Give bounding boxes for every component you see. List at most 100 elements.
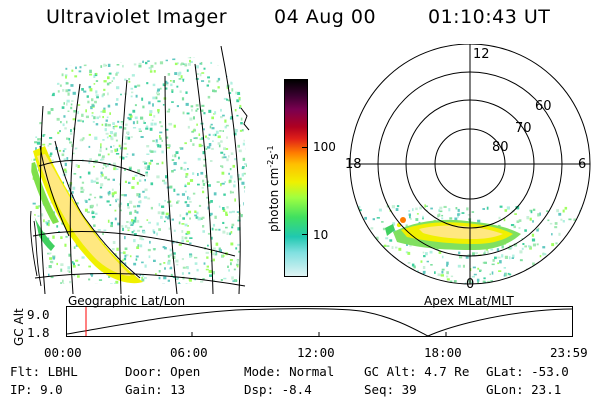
speckle-pixel [166,110,170,113]
speckle-pixel [193,128,196,131]
speckle-pixel [218,144,221,148]
speckle-pixel [105,119,108,122]
instrument-title: Ultraviolet Imager [46,6,228,28]
speckle-pixel [42,64,46,67]
speckle-pixel [222,207,225,210]
speckle-pixel [203,262,206,265]
unit-exp-s: -1 [266,145,275,154]
speckle-pixel [195,137,198,140]
speckle-pixel [226,136,228,139]
speckle-pixel [512,254,515,258]
speckle-pixel [93,224,96,227]
speckle-pixel [121,58,124,61]
speckle-pixel [133,262,137,266]
speckle-pixel [62,89,65,92]
speckle-pixel [503,267,506,269]
speckle-pixel [461,212,465,214]
speckle-pixel [107,219,110,223]
speckle-pixel [376,255,380,258]
speckle-pixel [134,85,137,88]
speckle-pixel [124,236,126,240]
speckle-pixel [144,188,148,192]
speckle-pixel [190,60,193,63]
speckle-pixel [114,209,117,212]
speckle-pixel [185,214,188,217]
speckle-pixel [244,263,247,267]
speckle-pixel [557,260,560,263]
speckle-pixel [111,80,114,82]
speckle-pixel [187,266,189,270]
speckle-pixel [191,130,195,133]
speckle-pixel [130,95,133,98]
speckle-pixel [357,215,360,218]
speckle-pixel [37,215,40,217]
speckle-pixel [61,106,65,109]
speckle-pixel [457,264,461,268]
speckle-pixel [123,142,127,145]
speckle-pixel [103,163,107,166]
speckle-pixel [173,124,176,128]
speckle-pixel [102,109,106,113]
speckle-pixel [562,282,566,284]
speckle-pixel [565,269,568,271]
speckle-pixel [449,280,453,283]
speckle-pixel [119,56,122,57]
speckle-pixel [362,281,365,284]
speckle-pixel [108,82,112,84]
speckle-pixel [88,278,91,281]
speckle-pixel [80,190,84,193]
speckle-pixel [26,190,28,192]
speckle-pixel [100,183,104,187]
speckle-pixel [408,213,411,216]
speckle-pixel [104,128,107,132]
speckle-pixel [78,48,80,50]
speckle-pixel [482,208,485,210]
speckle-pixel [228,269,230,272]
speckle-pixel [187,225,189,227]
speckle-pixel [90,179,94,183]
speckle-pixel [84,208,88,212]
speckle-pixel [136,181,139,185]
speckle-pixel [247,261,250,264]
speckle-pixel [386,245,390,247]
speckle-pixel [72,91,76,95]
speckle-pixel [363,256,366,259]
speckle-pixel [424,204,426,208]
speckle-pixel [94,161,97,164]
speckle-pixel [145,125,149,128]
speckle-pixel [103,59,107,62]
speckle-pixel [246,196,247,199]
speckle-pixel [229,190,232,194]
speckle-pixel [441,270,444,274]
speckle-pixel [176,193,180,196]
speckle-pixel [222,114,225,117]
speckle-pixel [105,165,108,168]
speckle-pixel [250,166,252,168]
speckle-pixel [172,154,174,157]
speckle-pixel [570,264,574,267]
speckle-pixel [138,195,141,198]
speckle-pixel [163,181,167,185]
speckle-pixel [469,268,472,272]
speckle-pixel [391,246,394,249]
speckle-pixel [89,73,93,76]
speckle-pixel [103,63,106,67]
speckle-pixel [244,99,247,102]
speckle-pixel [563,274,566,278]
speckle-pixel [250,110,252,112]
speckle-pixel [147,56,149,60]
speckle-pixel [69,62,72,66]
speckle-pixel [352,253,356,256]
speckle-pixel [103,107,106,110]
speckle-pixel [205,251,209,254]
speckle-pixel [545,280,549,283]
speckle-pixel [142,160,146,163]
speckle-pixel [167,259,171,263]
speckle-pixel [547,219,550,222]
speckle-pixel [231,223,235,226]
speckle-pixel [249,69,251,71]
speckle-pixel [526,216,530,220]
info-seq: Seq: 39 [364,382,417,397]
speckle-pixel [230,65,234,68]
speckle-pixel [48,265,52,269]
